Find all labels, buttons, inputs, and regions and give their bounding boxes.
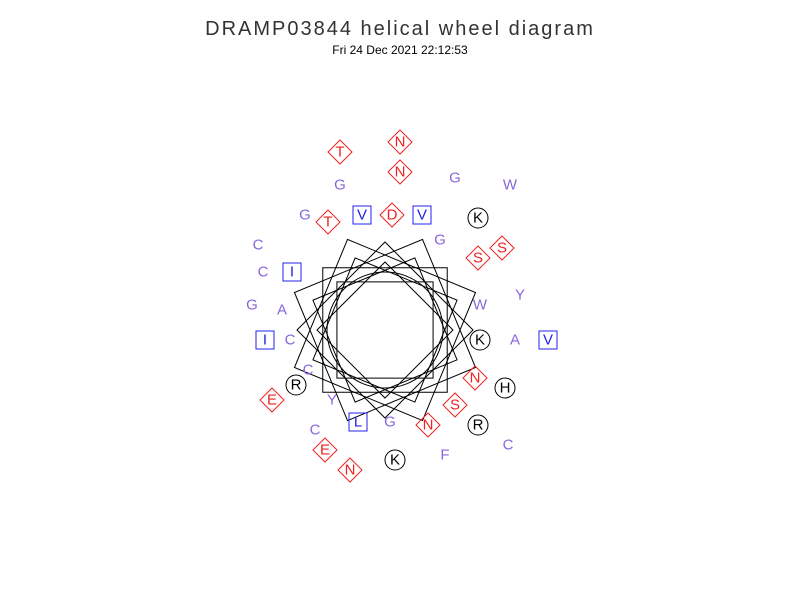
residue-letter: C xyxy=(310,422,321,439)
residue-letter: C xyxy=(258,264,269,281)
star-layer xyxy=(297,242,473,418)
residue-letter: W xyxy=(503,177,518,194)
residue-letter: V xyxy=(417,207,427,224)
residue-letter: G xyxy=(449,170,461,187)
residue-letter: G xyxy=(384,414,396,431)
residue-letter: E xyxy=(320,442,330,459)
residue-letter: C xyxy=(285,332,296,349)
residue-letter: I xyxy=(290,264,294,281)
star-layer xyxy=(323,268,447,392)
inner-circle xyxy=(327,272,443,388)
residue-letter: C xyxy=(253,237,264,254)
helical-wheel-svg: TNGNGWGTVDVKCGCISSGAWYICKAVRCNHEYSCLGNRC… xyxy=(0,0,800,600)
residue-letter: N xyxy=(395,134,406,151)
residue-letter: S xyxy=(497,240,507,257)
residue-letter: E xyxy=(267,392,277,409)
residue-letter: K xyxy=(390,452,400,469)
residue-letter: G xyxy=(299,207,311,224)
residue-letter: Y xyxy=(327,392,337,409)
residue-letter: L xyxy=(354,414,362,431)
residue-letter: G xyxy=(434,232,446,249)
residue-letter: N xyxy=(395,164,406,181)
residue-letter: I xyxy=(263,332,267,349)
residue-letter: N xyxy=(345,462,356,479)
star-layer xyxy=(294,239,475,420)
residue-letter: R xyxy=(473,417,484,434)
residue-letter: A xyxy=(510,332,520,349)
residue-letter: N xyxy=(470,370,481,387)
residue-letter: T xyxy=(323,214,332,231)
residue-letter: S xyxy=(450,397,460,414)
residue-letter: S xyxy=(473,250,483,267)
residue-letter: R xyxy=(291,377,302,394)
residue-letter: A xyxy=(277,302,287,319)
residue-letter: W xyxy=(473,297,488,314)
star-layer xyxy=(313,258,457,402)
residue-letter: G xyxy=(334,177,346,194)
residue-letter: H xyxy=(500,380,511,397)
residue-letter: C xyxy=(303,362,314,379)
residue-letter: C xyxy=(503,437,514,454)
residue-letter: F xyxy=(440,447,449,464)
residue-letter: V xyxy=(357,207,367,224)
residue-letter: G xyxy=(246,297,258,314)
star-layer xyxy=(313,258,457,402)
residue-letter: Y xyxy=(515,287,525,304)
residue-letter: D xyxy=(387,207,398,224)
residue-letter: V xyxy=(543,332,553,349)
residue-letter: K xyxy=(473,210,483,227)
residue-letter: N xyxy=(423,417,434,434)
residue-letter: T xyxy=(335,144,344,161)
residue-letter: K xyxy=(475,332,485,349)
star-layer xyxy=(294,239,475,420)
